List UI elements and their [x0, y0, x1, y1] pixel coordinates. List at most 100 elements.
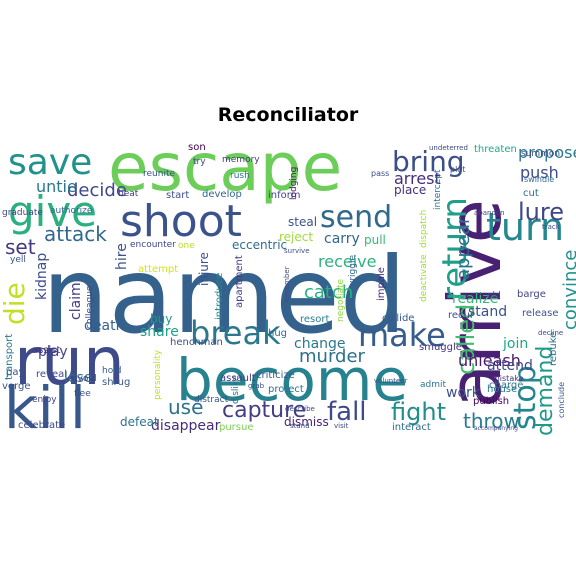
cloud-word: abandon	[474, 209, 505, 217]
cloud-word: kill	[4, 374, 86, 442]
cloud-word: reveal	[36, 369, 67, 380]
cloud-word: summon	[521, 149, 560, 159]
cloud-word: set	[5, 235, 36, 259]
cloud-word: push	[520, 163, 559, 182]
cloud-word: use	[168, 395, 203, 419]
cloud-word: work	[446, 385, 481, 401]
cloud-word: convince	[560, 250, 576, 330]
cloud-word: stop	[508, 365, 543, 430]
cloud-word: celebrate	[18, 420, 65, 431]
cloud-word: defeat	[120, 415, 159, 429]
cloud-word: fall	[327, 397, 367, 427]
cloud-word: fight	[391, 398, 446, 426]
cloud-word: eccentric	[232, 238, 287, 252]
cloud-word: appear	[453, 216, 474, 280]
cloud-word: break	[190, 314, 281, 352]
cloud-word: catch	[304, 282, 353, 303]
cloud-word: untie	[36, 177, 77, 196]
cloud-word: stand	[468, 304, 507, 320]
cloud-word: cut	[523, 188, 539, 199]
cloud-word: turn	[486, 205, 564, 249]
cloud-word: deactivate	[419, 254, 429, 302]
cloud-word: personality	[153, 349, 163, 400]
cloud-word: barge	[517, 289, 546, 300]
chart-title: Reconciliator	[217, 104, 359, 126]
cloud-word: share	[140, 324, 179, 340]
cloud-word: collide	[382, 313, 414, 324]
cloud-word: carry	[324, 231, 360, 247]
cloud-word: place	[394, 183, 426, 197]
cloud-word: pull	[364, 233, 386, 247]
cloud-word: charge	[489, 380, 523, 391]
cloud-word: pursue	[219, 422, 254, 433]
cloud-word: threaten	[474, 144, 517, 155]
cloud-word: intercept	[433, 169, 443, 210]
cloud-word: named	[42, 235, 406, 357]
cloud-word: henchman	[170, 337, 223, 348]
cloud-word: one	[178, 241, 195, 251]
cloud-word: kidnap	[34, 253, 50, 300]
cloud-word: distract	[194, 395, 229, 405]
cloud-word: lure	[518, 198, 564, 226]
cloud-word: grab	[248, 382, 265, 390]
cloud-word: release	[522, 308, 558, 319]
cloud-word: hug	[268, 328, 287, 339]
cloud-word: reunite	[143, 169, 175, 179]
cloud-word: mistake	[492, 374, 524, 383]
cloud-word: attack	[44, 222, 107, 246]
cloud-word: authorize	[50, 206, 93, 216]
cloud-word: criticize	[256, 370, 295, 381]
cloud-word: resort	[300, 314, 329, 325]
cloud-word: flee	[74, 389, 91, 399]
cloud-word: house	[487, 384, 517, 395]
cloud-word: accompanying	[474, 425, 518, 432]
cloud-word: hold	[102, 366, 121, 376]
cloud-word: recur	[448, 310, 475, 321]
cloud-word: capture	[222, 398, 306, 423]
cloud-word: assault	[220, 373, 256, 384]
cloud-word: beat	[118, 189, 139, 199]
cloud-word: inform	[268, 190, 300, 201]
cloud-word: bring	[392, 145, 465, 178]
cloud-word: murder	[299, 346, 366, 367]
cloud-word: survive	[284, 247, 310, 255]
cloud-word: throw	[463, 409, 520, 433]
cloud-word: propose	[518, 143, 576, 162]
cloud-word: volunteer	[374, 377, 408, 385]
cloud-word: become	[176, 346, 408, 414]
cloud-word: develop	[202, 189, 242, 200]
cloud-word: lose	[64, 370, 92, 386]
cloud-word: negotiate	[336, 278, 346, 322]
cloud-word: apartment	[234, 255, 245, 308]
cloud-word: wriggle	[348, 255, 358, 288]
cloud-word: admit	[420, 380, 446, 390]
cloud-word: return	[435, 197, 475, 301]
cloud-word: introduce	[214, 273, 225, 320]
cloud-word: injure	[197, 252, 211, 286]
cloud-word: disappear	[151, 418, 221, 434]
cloud-word: transport	[4, 334, 15, 380]
cloud-word: send	[320, 200, 392, 235]
cloud-word: rebuke	[548, 332, 559, 366]
cloud-word: give	[8, 187, 97, 236]
cloud-word: realize	[452, 291, 498, 307]
cloud-word: attempt	[138, 264, 178, 275]
cloud-word: old	[487, 291, 501, 301]
cloud-word: dislike	[231, 375, 241, 404]
cloud-word: memory	[222, 155, 260, 165]
cloud-word: verge	[2, 381, 31, 392]
cloud-word: protect	[268, 384, 304, 395]
cloud-word: start	[166, 190, 189, 201]
cloud-word: rush	[230, 171, 250, 181]
cloud-word: reject	[279, 230, 313, 244]
cloud-word: dismiss	[284, 415, 329, 429]
cloud-word: plot	[450, 165, 465, 174]
cloud-word: claim	[68, 282, 84, 320]
cloud-word: track	[542, 223, 561, 231]
cloud-word: death	[84, 318, 124, 334]
cloud-word: shoot	[120, 196, 242, 247]
cloud-word: arrest	[394, 169, 441, 188]
cloud-word: graduate	[2, 208, 43, 218]
cloud-word: describe	[285, 405, 315, 413]
